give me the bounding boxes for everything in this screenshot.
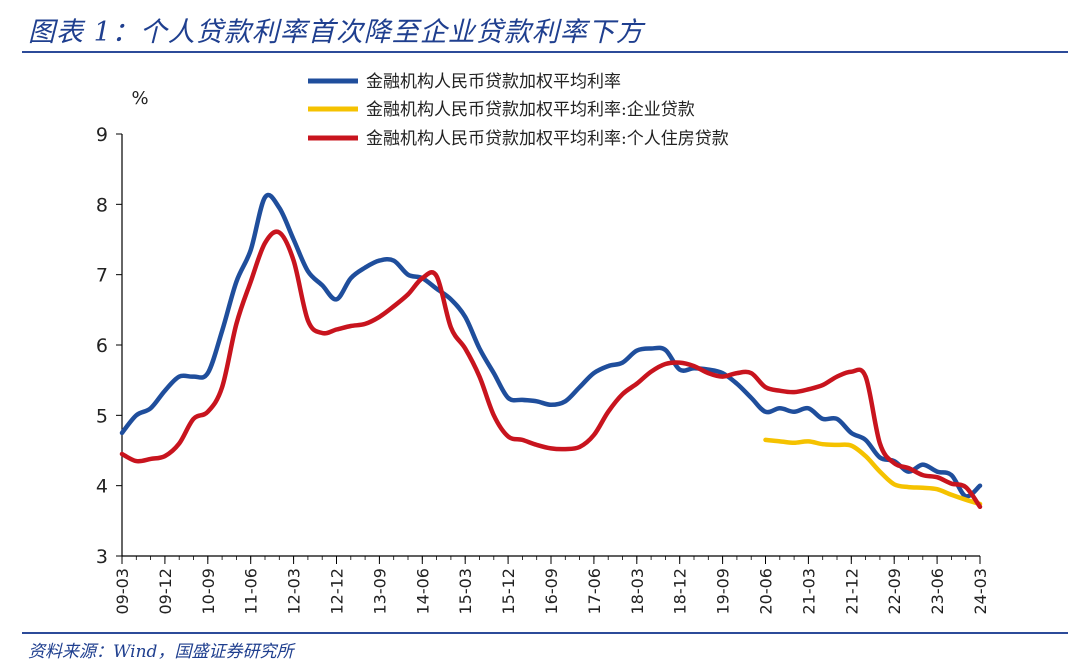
x-tick-label: 11-06 — [242, 568, 261, 615]
x-tick-label: 18-12 — [671, 568, 690, 615]
x-tick-label: 17-06 — [585, 568, 604, 615]
legend-item-loan-rate-label: 金融机构人民币贷款加权平均利率 — [366, 72, 621, 92]
x-tick-label: 12-12 — [328, 568, 347, 615]
footer-divider — [22, 632, 1068, 634]
series-line-loan-rate — [119, 192, 983, 499]
x-tick-label: 21-03 — [799, 568, 818, 615]
y-tick-label: 4 — [96, 476, 108, 498]
x-tick-label: 15-03 — [456, 568, 475, 615]
y-tick-label: 5 — [96, 405, 108, 427]
source-note: 资料来源：Wind，国盛证券研究所 — [28, 642, 294, 662]
series-line-mortgage-rate — [119, 229, 983, 510]
x-tick-label: 09-12 — [156, 568, 175, 615]
x-tick-label: 19-09 — [714, 568, 733, 615]
title-divider — [22, 51, 1068, 53]
x-tick-label: 24-03 — [971, 568, 990, 615]
chart-axes: 3 4 5 6 7 8 9% 09-03 09-12 10-09 11-06 12-03 12-12 13… — [96, 88, 990, 615]
x-tick-label: 18-03 — [628, 568, 647, 615]
legend-item-corporate-loan-rate-label: 金融机构人民币贷款加权平均利率:企业贷款 — [366, 100, 695, 120]
series-line-corporate-loan-rate — [763, 437, 983, 507]
y-tick-label: 7 — [96, 265, 108, 287]
x-tick-label: 16-09 — [542, 568, 561, 615]
x-tick-label: 10-09 — [199, 568, 218, 615]
y-axis-unit: % — [131, 88, 148, 109]
y-tick-label: 9 — [96, 124, 108, 146]
x-tick-label: 23-06 — [928, 568, 947, 615]
x-tick-label: 21-12 — [842, 568, 861, 615]
x-tick-label: 14-06 — [413, 568, 432, 615]
x-tick-label: 13-09 — [370, 568, 389, 615]
y-tick-label: 3 — [96, 546, 108, 568]
x-tick-label: 20-06 — [757, 568, 776, 615]
x-tick-label: 09-03 — [113, 568, 132, 615]
x-tick-label: 12-03 — [285, 568, 304, 615]
legend-item-mortgage-rate-label: 金融机构人民币贷款加权平均利率:个人住房贷款 — [366, 129, 729, 149]
chart-legend: 金融机构人民币贷款加权平均利率金融机构人民币贷款加权平均利率:企业贷款金融机构人… — [308, 72, 729, 149]
y-tick-label: 8 — [96, 194, 108, 216]
x-tick-label: 22-09 — [885, 568, 904, 615]
y-tick-label: 6 — [96, 335, 108, 357]
chart-title: 图表 1：个人贷款利率首次降至企业贷款利率下方 — [28, 17, 644, 48]
x-tick-label: 15-12 — [499, 568, 518, 615]
chart-series — [119, 192, 983, 510]
